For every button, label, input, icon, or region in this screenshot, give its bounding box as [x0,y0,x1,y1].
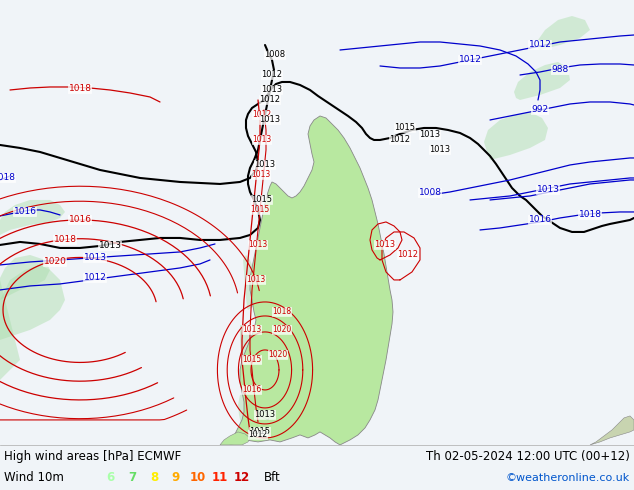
Text: 1013: 1013 [261,85,283,95]
Text: 1020: 1020 [44,257,67,267]
Text: 1012: 1012 [252,110,271,120]
Text: 1016: 1016 [68,216,91,224]
Polygon shape [0,255,50,300]
Polygon shape [260,412,270,420]
Text: 11: 11 [212,471,228,485]
Polygon shape [240,325,258,380]
Text: 1013: 1013 [254,160,276,170]
Text: 1013: 1013 [536,186,559,195]
Text: 992: 992 [531,105,548,115]
Text: 1015: 1015 [394,123,415,132]
Text: 1012: 1012 [249,430,268,440]
Polygon shape [590,416,634,445]
Text: 1015: 1015 [250,427,271,437]
Text: 1015: 1015 [242,355,262,365]
Text: 1013: 1013 [375,241,396,249]
Text: 1016: 1016 [529,216,552,224]
Polygon shape [514,62,570,100]
Text: 12: 12 [234,471,250,485]
Text: 6: 6 [106,471,114,485]
Text: Th 02-05-2024 12:00 UTC (00+12): Th 02-05-2024 12:00 UTC (00+12) [426,450,630,464]
Text: 1015: 1015 [250,205,269,215]
Text: 1018: 1018 [53,236,77,245]
Text: 1018: 1018 [273,307,292,317]
Text: 1015: 1015 [252,196,273,204]
Text: 1013: 1013 [251,171,271,179]
Text: 1018: 1018 [578,211,602,220]
Text: 1020: 1020 [268,350,288,360]
Text: 1012: 1012 [389,135,410,145]
Polygon shape [0,280,20,380]
Text: 8: 8 [150,471,158,485]
Text: 1013: 1013 [242,325,262,335]
Text: 1012: 1012 [458,55,481,65]
Text: 1020: 1020 [273,325,292,335]
Polygon shape [243,255,260,310]
Text: Bft: Bft [264,471,281,485]
Text: 1013: 1013 [420,130,441,140]
Polygon shape [0,265,65,340]
Polygon shape [484,112,548,160]
Text: 1012: 1012 [529,41,552,49]
Text: 1013: 1013 [84,253,107,263]
Text: 1012: 1012 [84,273,107,282]
Text: 1008: 1008 [418,189,441,197]
Text: 1013: 1013 [254,411,276,419]
Text: 7: 7 [128,471,136,485]
Text: 1013: 1013 [249,241,268,249]
Polygon shape [238,394,256,432]
Polygon shape [220,432,250,445]
Text: 9: 9 [172,471,180,485]
Text: ©weatheronline.co.uk: ©weatheronline.co.uk [506,473,630,483]
Text: High wind areas [hPa] ECMWF: High wind areas [hPa] ECMWF [4,450,181,464]
Text: 1008: 1008 [264,50,285,59]
Polygon shape [0,200,65,235]
Text: 1013: 1013 [429,146,451,154]
Polygon shape [230,116,393,445]
Text: 1018: 1018 [68,84,91,94]
Text: 1013: 1013 [259,116,281,124]
Text: 1013: 1013 [247,275,266,285]
Text: 1016: 1016 [242,386,262,394]
Text: 1016: 1016 [13,207,37,217]
Text: 1018: 1018 [0,173,15,182]
Text: 1012: 1012 [398,250,418,259]
Text: Wind 10m: Wind 10m [4,471,64,485]
Text: 10: 10 [190,471,206,485]
Text: 1012: 1012 [261,71,283,79]
Text: 1013: 1013 [98,242,122,250]
Text: 988: 988 [552,66,569,74]
Polygon shape [538,16,590,50]
Text: 1012: 1012 [259,96,280,104]
Text: 1013: 1013 [252,135,271,145]
